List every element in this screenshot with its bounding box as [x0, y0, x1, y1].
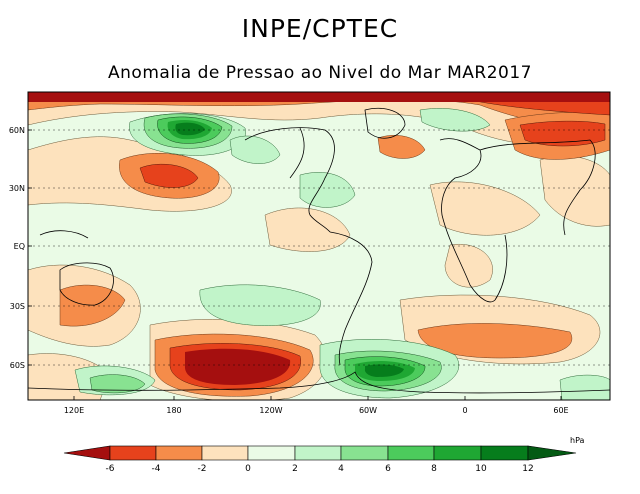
graticule [28, 129, 610, 366]
colorbar-segment [480, 445, 529, 461]
colorbar-tick: -2 [197, 464, 207, 474]
colorbar-tick: 0 [245, 464, 251, 474]
lat-label: 60N [8, 126, 25, 135]
colorbar-tick: -6 [105, 464, 115, 474]
colorbar-segment [294, 445, 342, 461]
colorbar-segment [63, 445, 111, 461]
colorbar-segment [433, 445, 482, 461]
colorbar-segment [527, 445, 577, 461]
colorbar-tick: 12 [522, 464, 534, 474]
page-title: INPE/CPTEC [241, 14, 399, 43]
lon-label: 60E [553, 406, 569, 415]
coastlines [28, 108, 610, 394]
colorbar-segment [201, 445, 249, 461]
extreme-negative-regions [175, 122, 404, 377]
lon-label: 180 [166, 406, 182, 415]
lon-label: 120W [259, 406, 283, 415]
map-field [28, 92, 610, 400]
lat-label: 60S [9, 361, 25, 370]
colorbar-segment [340, 445, 389, 461]
colorbar-tick: 2 [292, 464, 298, 474]
colorbar-tick: -4 [151, 464, 161, 474]
colorbar-segment [387, 445, 435, 461]
axis-ticks [28, 129, 562, 400]
lat-label: 30N [8, 184, 25, 193]
colorbar-unit: hPa [570, 436, 585, 445]
map-subtitle: Anomalia de Pressao ao Nivel do Mar MAR2… [108, 63, 532, 83]
lat-label: 30S [9, 302, 25, 311]
colorbar-tick: 8 [431, 464, 437, 474]
colorbar-tick: 4 [338, 464, 344, 474]
colorbar-segment [155, 445, 203, 461]
colorbar-segment [109, 445, 157, 461]
extreme-positive-regions [28, 92, 610, 385]
colorbar-segment [247, 445, 296, 461]
lon-label: 60W [358, 406, 378, 415]
colorbar [63, 445, 577, 461]
lon-label: 0 [462, 406, 468, 415]
colorbar-tick: 10 [475, 464, 487, 474]
lon-label: 120E [63, 406, 85, 415]
colorbar-tick: 6 [385, 464, 391, 474]
lat-label: EQ [13, 242, 25, 251]
